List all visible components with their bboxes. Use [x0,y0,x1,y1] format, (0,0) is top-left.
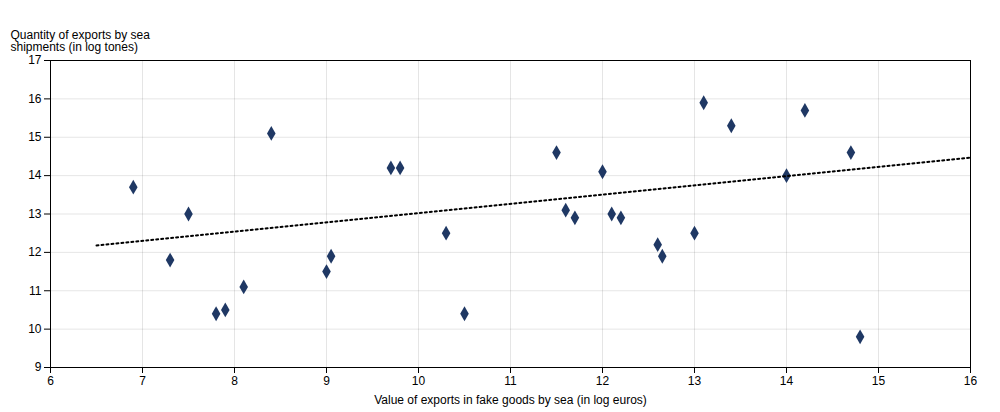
svg-text:17: 17 [28,53,42,67]
svg-text:12: 12 [28,245,42,259]
svg-text:12: 12 [596,374,610,388]
svg-text:6: 6 [47,374,54,388]
svg-text:Quantity of exports by seaship: Quantity of exports by seashipments (in … [11,28,151,54]
svg-text:15: 15 [872,374,886,388]
svg-text:13: 13 [28,207,42,221]
svg-text:Value of exports in fake goods: Value of exports in fake goods by sea (i… [374,393,647,407]
svg-text:11: 11 [504,374,517,388]
svg-text:10: 10 [28,322,42,336]
svg-text:15: 15 [28,130,42,144]
svg-text:10: 10 [412,374,426,388]
svg-text:8: 8 [231,374,238,388]
svg-text:9: 9 [35,360,42,374]
svg-text:16: 16 [28,92,42,106]
svg-text:13: 13 [688,374,702,388]
svg-text:14: 14 [28,168,42,182]
svg-text:11: 11 [29,284,42,298]
svg-text:16: 16 [964,374,978,388]
svg-text:9: 9 [323,374,330,388]
svg-text:7: 7 [139,374,146,388]
svg-text:14: 14 [780,374,794,388]
